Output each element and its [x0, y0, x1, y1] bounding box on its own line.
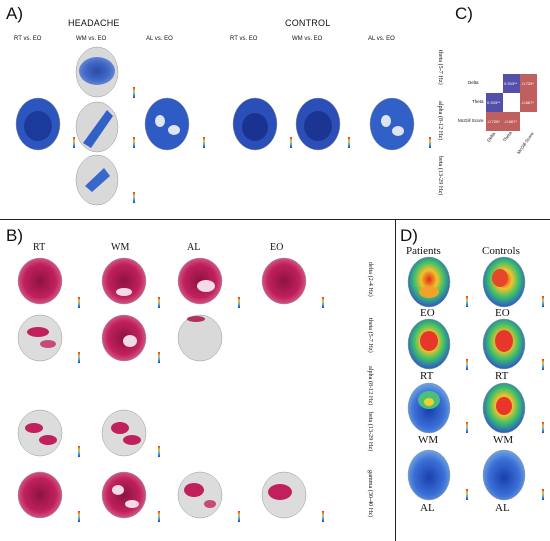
topomap-b-al-gamma	[177, 471, 223, 519]
topomap-d-controls-al	[482, 449, 526, 501]
patients-wm-label: WM	[418, 434, 439, 446]
topomap-b-rt-delta	[17, 257, 63, 305]
col-header-rt-h: RT vs. EO	[14, 36, 42, 42]
cell-delta-theta	[503, 74, 520, 93]
topomap-a-wm-alpha-h	[75, 101, 119, 153]
panel-c-label: C)	[455, 4, 473, 23]
topomap-a-wm-theta-h	[75, 46, 119, 98]
cell-theta-mcgill-value: -0.667*	[521, 100, 534, 105]
topomap-b-wm-beta	[101, 409, 147, 457]
topomap-d-controls-eo	[482, 256, 526, 308]
panel-b-maps	[17, 257, 324, 522]
cell-theta-delta	[486, 93, 503, 112]
topomap-a-wm-beta-h	[75, 154, 119, 206]
col-header-al: AL	[187, 242, 201, 253]
panel-d-label: D)	[400, 226, 418, 245]
headache-heading: HEADACHE	[68, 18, 120, 28]
col-header-rt-c: RT vs. EO	[230, 36, 258, 42]
control-heading: CONTROL	[285, 18, 331, 28]
cell-mcgill-delta-value: -0.725*	[487, 119, 500, 124]
cell-theta-mcgill	[520, 93, 537, 112]
topomap-d-patients-al	[407, 449, 451, 501]
panel-a-maps	[15, 46, 431, 206]
divider-vertical	[395, 219, 396, 541]
cell-delta-mcgill-value: -0.725*	[521, 81, 534, 86]
topomap-b-eo-delta	[261, 257, 307, 305]
topomap-d-patients-eo	[407, 256, 451, 308]
topomap-b-wm-theta	[101, 314, 147, 362]
topomap-b-rt-theta	[17, 314, 63, 362]
panel-b-label: B)	[6, 226, 23, 245]
controls-rt-label: RT	[495, 370, 509, 382]
divider-horizontal	[0, 219, 550, 220]
panel-a-label: A)	[6, 4, 23, 23]
col-header-al-h: AL vs. EO	[146, 36, 173, 42]
controls-wm-label: WM	[493, 434, 514, 446]
row-label-mcgill: McGill Score	[458, 118, 484, 123]
topomap-d-controls-wm	[482, 382, 526, 434]
topomap-b-rt-gamma	[17, 471, 63, 519]
topomap-a-wm-alpha-c	[295, 97, 341, 151]
cell-delta-mcgill	[520, 74, 537, 93]
topomap-a-rt-alpha-c	[232, 97, 278, 151]
topomap-b-rt-beta	[17, 409, 63, 457]
col-header-wm: WM	[111, 242, 130, 253]
cell-mcgill-delta	[486, 112, 503, 131]
topomap-d-controls-rt	[482, 318, 526, 370]
col-header-rt: RT	[33, 242, 46, 253]
topomap-d-patients-rt	[407, 318, 451, 370]
col-header-al-c: AL vs. EO	[368, 36, 395, 42]
topomap-a-rt-alpha-h	[15, 97, 61, 151]
col-label-delta: Delta	[486, 131, 497, 143]
controls-al-label: AL	[495, 502, 510, 514]
cell-mcgill-theta-value: -0.667*	[504, 119, 517, 124]
topomap-a-al-alpha-c	[369, 97, 415, 151]
correlation-matrix: Delta Theta McGill Score 0.933** -0.725*…	[458, 74, 544, 174]
topomap-b-wm-gamma	[101, 471, 147, 519]
cell-mcgill-theta	[503, 112, 520, 131]
patients-eo-label: EO	[420, 307, 435, 319]
cell-theta-delta-value: 0.933**	[487, 100, 501, 105]
topomap-b-al-delta	[177, 257, 223, 305]
controls-heading: Controls	[482, 245, 520, 257]
topomap-b-eo-gamma	[261, 471, 307, 519]
patients-rt-label: RT	[420, 370, 434, 382]
topomap-b-wm-delta	[101, 257, 147, 305]
topomap-d-patients-wm	[407, 382, 451, 434]
cell-delta-theta-value: 0.933**	[504, 81, 518, 86]
patients-heading: Patients	[406, 245, 441, 257]
patients-al-label: AL	[420, 502, 435, 514]
col-label-mcgill: McGill Score	[516, 131, 535, 155]
col-header-wm-h: WM vs. EO	[76, 36, 107, 42]
col-header-eo: EO	[270, 242, 284, 253]
row-label-theta: Theta	[472, 99, 484, 104]
panel-d-maps	[407, 256, 544, 501]
topomap-b-al-theta	[177, 314, 223, 362]
controls-eo-label: EO	[495, 307, 510, 319]
col-header-wm-c: WM vs. EO	[292, 36, 323, 42]
col-label-theta: Theta	[502, 130, 513, 143]
row-label-delta: Delta	[468, 80, 479, 85]
topomap-a-al-alpha-h	[144, 97, 190, 151]
